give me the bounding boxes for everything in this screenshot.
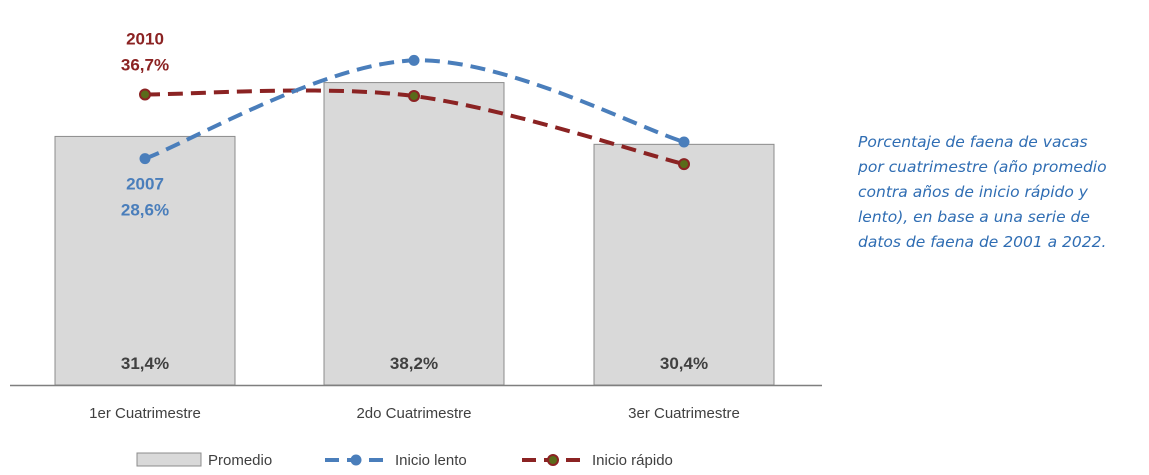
legend-marker-inicio-lento	[350, 454, 362, 466]
bar-value-label-3: 30,4%	[660, 354, 708, 373]
annotation-year-inicio-rapido: 2010	[126, 29, 164, 48]
caption-line-3: contra años de inicio rápido y	[858, 183, 1088, 201]
legend-marker-inicio-rapido	[547, 454, 559, 466]
caption-line-1: Porcentaje de faena de vacas	[858, 133, 1088, 151]
chart: 31,4% 38,2% 30,4% 1er Cuatrimestre 2do Cuatr…	[10, 29, 822, 469]
bar-1	[54, 135, 236, 386]
point-inicio-rapido-3	[678, 158, 690, 171]
point-inicio-lento-2	[408, 54, 420, 66]
bar-value-label-1: 31,4%	[121, 354, 169, 373]
x-tick-label-2: 2do Cuatrimestre	[356, 405, 471, 422]
x-tick-label-1: 1er Cuatrimestre	[89, 405, 201, 422]
bar-2	[323, 82, 505, 386]
caption-line-5: datos de faena de 2001 a 2022.	[858, 233, 1107, 251]
bar-3	[593, 143, 775, 386]
bar-value-label-2: 38,2%	[390, 354, 438, 373]
point-inicio-lento-1	[139, 153, 151, 165]
point-inicio-rapido-2	[408, 90, 420, 103]
annotation-year-inicio-lento: 2007	[126, 175, 164, 194]
caption: Porcentaje de faena de vacas por cuatrim…	[858, 130, 1148, 255]
annotation-value-inicio-rapido: 36,7%	[121, 55, 169, 74]
caption-line-4: lento), en base a una serie de	[858, 208, 1090, 226]
caption-line-2: por cuatrimestre (año promedio	[858, 158, 1107, 176]
legend-label-inicio-lento: Inicio lento	[395, 452, 467, 469]
x-tick-label-3: 3er Cuatrimestre	[628, 405, 740, 422]
legend-label-promedio: Promedio	[208, 452, 272, 469]
legend-label-inicio-rapido: Inicio rápido	[592, 452, 673, 469]
point-inicio-rapido-1	[139, 88, 151, 101]
point-inicio-lento-3	[678, 136, 690, 148]
annotation-value-inicio-lento: 28,6%	[121, 201, 169, 220]
legend-swatch-promedio	[136, 452, 202, 467]
legend: Promedio Inicio lento Inicio rápido	[136, 452, 673, 469]
